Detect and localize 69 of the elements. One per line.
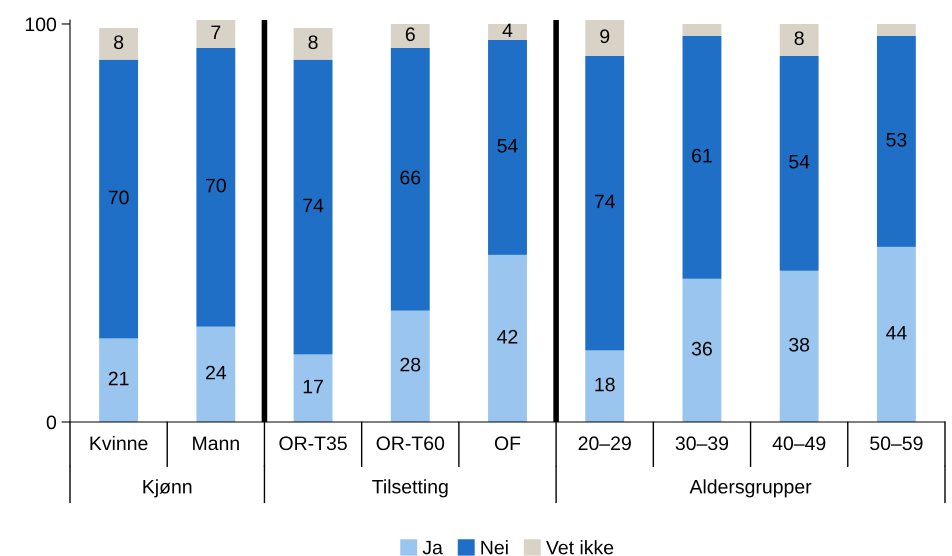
data-label: 24 [206, 366, 226, 380]
data-label: 8 [308, 35, 318, 50]
bar [99, 60, 138, 338]
data-label: 44 [886, 326, 907, 340]
text: Tilsetting [372, 479, 448, 498]
legend-label: Nei [481, 540, 508, 554]
data-label: 74 [303, 198, 324, 212]
data-label: 42 [497, 330, 518, 344]
bar [99, 28, 138, 60]
bar [585, 350, 624, 422]
bar [682, 278, 722, 422]
bar [294, 28, 332, 60]
x-tick-label: OF [494, 436, 520, 450]
bar [876, 24, 916, 36]
bar [488, 40, 527, 255]
bar [682, 24, 722, 36]
x-tick-label: Mann [193, 436, 239, 450]
data-label: 36 [692, 342, 712, 356]
x-tick-label: 20–29 [578, 436, 631, 450]
x-tick-label: OR-T60 [376, 436, 444, 450]
data-label: 54 [497, 139, 518, 153]
bar [390, 24, 430, 48]
data-label: 61 [692, 148, 712, 163]
data-label: 8 [114, 35, 124, 50]
x-tick-label: Kvinne [90, 436, 148, 450]
text: Kjønn [143, 479, 192, 498]
bar [99, 338, 138, 422]
data-label: 70 [206, 178, 226, 192]
data-label: 17 [304, 380, 323, 394]
data-label: 54 [789, 154, 810, 169]
data-label: 8 [794, 31, 804, 46]
bar [196, 48, 236, 326]
x-tick-label: 50–59 [870, 436, 923, 450]
data-label: 9 [600, 29, 610, 44]
y-tick-label: 0 [46, 415, 56, 430]
data-label: 18 [595, 378, 615, 392]
bar [196, 20, 236, 48]
data-label: 6 [406, 27, 415, 42]
data-label: 74 [594, 194, 615, 208]
bar [294, 354, 332, 422]
bar [488, 24, 527, 40]
data-label: 53 [886, 132, 906, 147]
bar [876, 36, 916, 247]
legend-label: Vet ikke [546, 540, 614, 554]
bar [390, 310, 430, 422]
data-label: 7 [211, 26, 220, 39]
data-label: 66 [400, 170, 420, 184]
data-label: 38 [789, 338, 810, 352]
legend-label: Ja [422, 540, 443, 554]
bar [682, 36, 722, 279]
bar [876, 246, 916, 422]
y-tick-label: 100 [26, 17, 56, 32]
bar [780, 24, 819, 56]
bar [780, 270, 819, 422]
data-label: 4 [502, 24, 512, 37]
bar [780, 56, 819, 271]
bar [488, 254, 527, 422]
data-label: 28 [400, 358, 420, 372]
bar [585, 56, 624, 350]
bar [196, 326, 236, 422]
x-tick-label: 40–49 [772, 436, 826, 450]
bar [294, 60, 332, 354]
x-tick-label: 30–39 [676, 436, 728, 450]
data-label: 21 [108, 372, 128, 386]
bar [390, 48, 430, 311]
bar [585, 20, 624, 56]
data-label: 70 [108, 190, 129, 204]
x-tick-label: OR-T35 [279, 436, 347, 450]
text: Aldersgrupper [690, 479, 812, 498]
